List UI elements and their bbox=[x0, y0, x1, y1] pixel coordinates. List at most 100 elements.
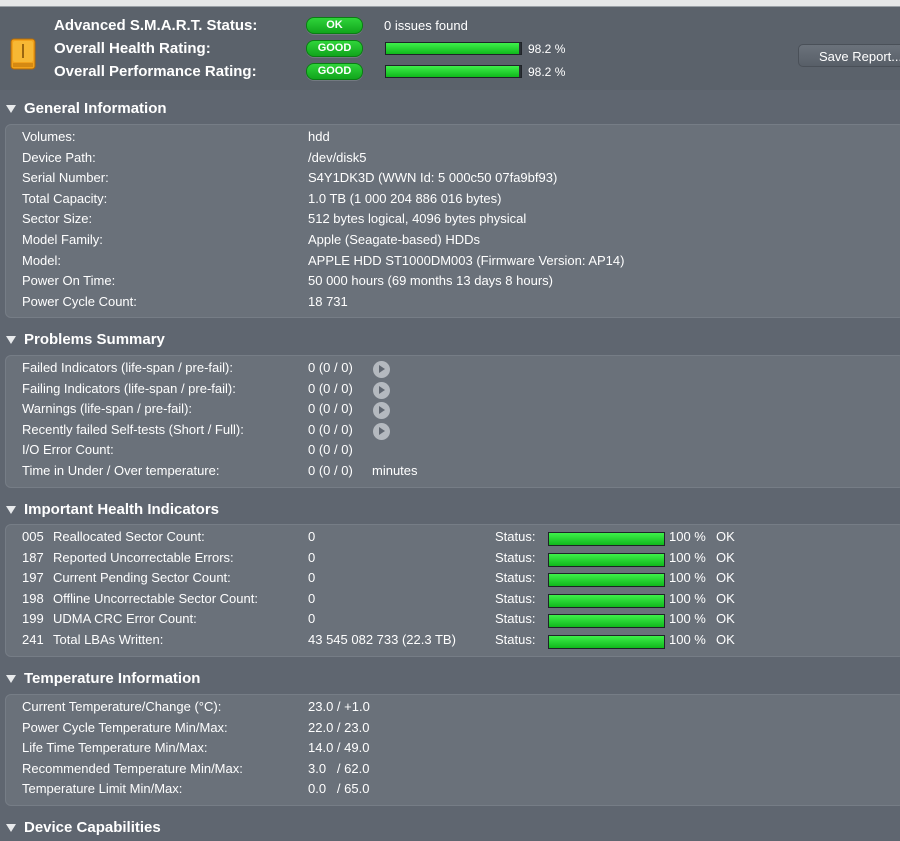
status-bar-fill bbox=[549, 594, 664, 607]
problem-label: Failing Indicators (life-span / pre-fail… bbox=[22, 380, 236, 396]
status-state: OK bbox=[716, 611, 735, 627]
attribute-name: Reported Uncorrectable Errors: bbox=[53, 549, 234, 565]
status-percent: 100 % bbox=[669, 570, 706, 586]
disclosure-triangle-icon[interactable] bbox=[6, 105, 16, 113]
status-bar bbox=[548, 635, 665, 649]
temperature-row: Temperature Limit Min/Max: 0.0 / 65.0 bbox=[0, 781, 900, 801]
temperature-value: 23.0 / +1.0 bbox=[308, 699, 370, 714]
performance-rating-bar-fill bbox=[386, 66, 519, 77]
temperature-row: Recommended Temperature Min/Max: 3.0 / 62… bbox=[0, 761, 900, 781]
health-indicator-row: 187 Reported Uncorrectable Errors: 0 Status… bbox=[0, 550, 900, 570]
disclosure-triangle-icon[interactable] bbox=[6, 675, 16, 683]
health-rating-badge: GOOD bbox=[306, 40, 363, 57]
info-value: APPLE HDD ST1000DM003 (Firmware Version:… bbox=[308, 252, 625, 268]
problem-value: 0 (0 / 0) bbox=[308, 442, 353, 458]
info-label: Model Family: bbox=[22, 232, 103, 247]
performance-rating-percent: 98.2 % bbox=[528, 65, 566, 79]
disclosure-triangle-icon[interactable] bbox=[6, 336, 16, 344]
problem-label: Time in Under / Over temperature: bbox=[22, 463, 220, 478]
status-percent: 100 % bbox=[669, 611, 706, 627]
window-top-edge bbox=[0, 0, 900, 7]
disclosure-triangle-icon[interactable] bbox=[6, 506, 16, 514]
problem-label: Failed Indicators (life-span / pre-fail)… bbox=[22, 360, 233, 375]
problem-label: Recently failed Self-tests (Short / Full… bbox=[22, 421, 244, 437]
health-indicator-row: 198 Offline Uncorrectable Sector Count: 0 S… bbox=[0, 591, 900, 611]
status-bar bbox=[548, 573, 665, 588]
section-title: Problems Summary bbox=[24, 331, 165, 348]
disclosure-triangle-icon[interactable] bbox=[6, 824, 16, 832]
status-label: Status: bbox=[495, 570, 536, 586]
problem-value: 0 (0 / 0) bbox=[308, 463, 353, 478]
general-information-header[interactable]: General Information bbox=[0, 96, 900, 122]
health-rating-percent: 98.2 % bbox=[528, 42, 566, 56]
attribute-id: 197 bbox=[22, 570, 44, 586]
smart-status-label: Advanced S.M.A.R.T. Status: bbox=[54, 17, 258, 34]
status-state: OK bbox=[716, 570, 735, 586]
section-title: Important Health Indicators bbox=[24, 501, 220, 518]
temperature-information-header[interactable]: Temperature Information bbox=[0, 666, 900, 692]
performance-rating-label: Overall Performance Rating: bbox=[54, 63, 257, 80]
temperature-label: Temperature Limit Min/Max: bbox=[22, 781, 183, 797]
problem-label: Warnings (life-span / pre-fail): bbox=[22, 401, 193, 417]
status-summary: Advanced S.M.A.R.T. Status: OK 0 issues … bbox=[0, 7, 900, 90]
info-label: Volumes: bbox=[22, 129, 76, 144]
status-label: Status: bbox=[495, 549, 536, 565]
general-information-panel bbox=[5, 124, 900, 318]
info-row: Serial Number: S4Y1DK3D (WWN Id: 5 000c50… bbox=[0, 170, 900, 190]
details-arrow-icon[interactable] bbox=[373, 402, 390, 420]
info-value: 50 000 hours (69 months 13 days 8 hours) bbox=[308, 273, 553, 289]
attribute-value: 0 bbox=[308, 529, 316, 544]
details-arrow-icon[interactable] bbox=[373, 361, 390, 378]
attribute-id: 199 bbox=[22, 611, 44, 627]
temperature-value: 3.0 / 62.0 bbox=[308, 760, 370, 776]
info-label: Sector Size: bbox=[22, 211, 93, 227]
details-arrow-icon[interactable] bbox=[373, 422, 390, 440]
info-row: Sector Size: 512 bytes logical, 4096 byte… bbox=[0, 211, 900, 231]
attribute-name: Offline Uncorrectable Sector Count: bbox=[53, 590, 258, 606]
temperature-row: Current Temperature/Change (°C): 23.0 / +… bbox=[0, 699, 900, 719]
problem-row: Recently failed Self-tests (Short / Full… bbox=[0, 422, 900, 442]
smart-status-badge: OK bbox=[306, 17, 363, 34]
details-arrow-icon[interactable] bbox=[373, 381, 390, 399]
temperature-value: 14.0 / 49.0 bbox=[308, 740, 370, 756]
info-value: 1.0 TB (1 000 204 886 016 bytes) bbox=[308, 190, 502, 206]
info-label: Serial Number: bbox=[22, 170, 109, 186]
info-row: Volumes: hdd bbox=[0, 129, 900, 149]
info-row: Model: APPLE HDD ST1000DM003 (Firmware Ve… bbox=[0, 253, 900, 273]
attribute-id: 187 bbox=[22, 549, 44, 565]
health-rating-bar bbox=[385, 42, 522, 55]
attribute-value: 0 bbox=[308, 611, 316, 627]
health-indicator-row: 241 Total LBAs Written: 43 545 082 733 (22… bbox=[0, 632, 900, 652]
attribute-id: 005 bbox=[22, 529, 44, 544]
problems-summary-panel bbox=[5, 355, 900, 488]
status-bar-fill bbox=[549, 636, 664, 648]
info-row: Power Cycle Count: 18 731 bbox=[0, 294, 900, 314]
status-bar bbox=[548, 552, 665, 567]
attribute-name: UDMA CRC Error Count: bbox=[53, 611, 197, 627]
status-state: OK bbox=[716, 529, 735, 544]
section-title: Temperature Information bbox=[24, 670, 201, 687]
info-value: Apple (Seagate-based) HDDs bbox=[308, 232, 480, 247]
status-bar-fill bbox=[549, 533, 664, 545]
status-bar bbox=[548, 532, 665, 546]
temperature-label: Life Time Temperature Min/Max: bbox=[22, 740, 208, 756]
device-capabilities-header[interactable]: Device Capabilities bbox=[0, 815, 900, 841]
status-percent: 100 % bbox=[669, 549, 706, 565]
attribute-value: 0 bbox=[308, 549, 316, 565]
problem-value: 0 (0 / 0) bbox=[308, 401, 353, 417]
problem-unit: minutes bbox=[372, 463, 418, 478]
problem-row: Failing Indicators (life-span / pre-fail… bbox=[0, 381, 900, 401]
info-row: Power On Time: 50 000 hours (69 months 13… bbox=[0, 273, 900, 293]
temperature-row: Power Cycle Temperature Min/Max: 22.0 / 2… bbox=[0, 720, 900, 740]
health-indicators-panel bbox=[5, 524, 900, 657]
health-indicators-header[interactable]: Important Health Indicators bbox=[0, 497, 900, 523]
info-value: /dev/disk5 bbox=[308, 149, 367, 165]
info-row: Total Capacity: 1.0 TB (1 000 204 886 016… bbox=[0, 191, 900, 211]
problems-summary-header[interactable]: Problems Summary bbox=[0, 327, 900, 353]
section-title: General Information bbox=[24, 100, 167, 117]
status-state: OK bbox=[716, 549, 735, 565]
smart-status-text: 0 issues found bbox=[384, 18, 468, 33]
health-rating-label: Overall Health Rating: bbox=[54, 40, 211, 57]
info-value: 512 bytes logical, 4096 bytes physical bbox=[308, 211, 527, 227]
save-report-button[interactable]: Save Report... bbox=[798, 44, 900, 67]
